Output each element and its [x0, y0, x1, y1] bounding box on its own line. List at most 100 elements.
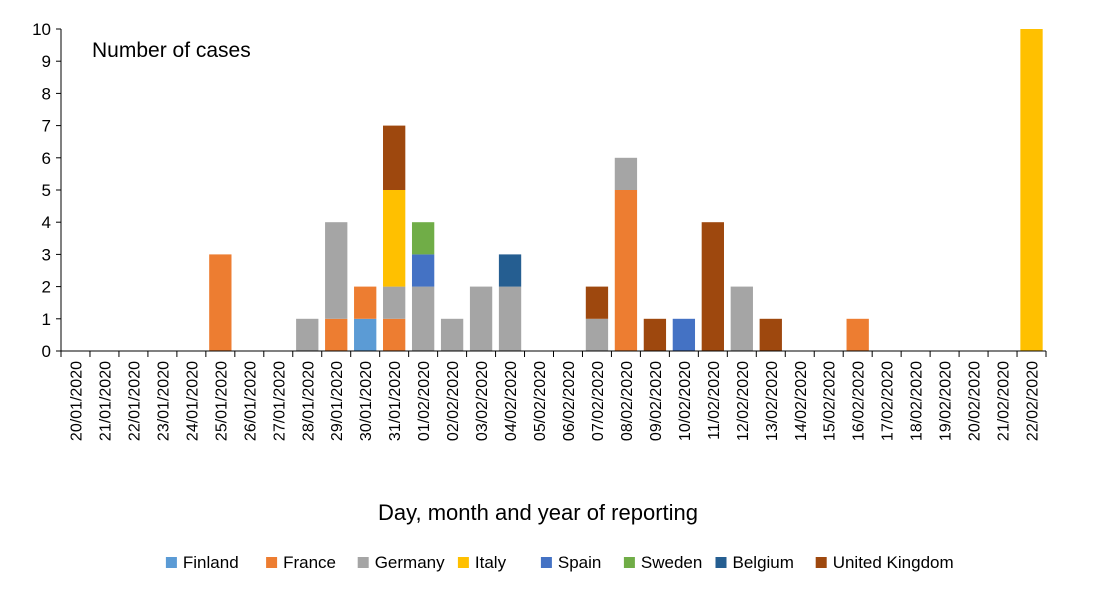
y-tick-label: 3 [42, 245, 51, 264]
legend-item-germany: Germany [357, 553, 445, 572]
y-axis-ticks: 0 1 2 3 4 5 6 7 8 9 10 [32, 20, 61, 361]
y-tick-label: 9 [42, 52, 51, 71]
x-axis-title: Day, month and year of reporting [378, 500, 698, 525]
x-tick-label: 30/01/2020 [358, 361, 375, 441]
x-tick-label: 02/02/2020 [445, 361, 462, 441]
x-tick-label: 05/02/2020 [532, 361, 549, 441]
x-tick-label: 15/02/2020 [822, 361, 839, 441]
x-tick-label: 24/01/2020 [184, 361, 201, 441]
bar-segment-france [209, 254, 232, 351]
bar-segment-germany [585, 318, 609, 351]
legend-label: France [283, 553, 336, 572]
bar-segment-spain [672, 318, 696, 351]
x-tick-label: 01/02/2020 [416, 361, 433, 441]
y-tick-label: 10 [32, 20, 51, 39]
x-tick-label: 20/01/2020 [68, 361, 85, 441]
bar-segment-united-kingdom [759, 318, 782, 351]
bar-segment-italy [383, 190, 406, 287]
x-tick-label: 14/02/2020 [793, 361, 810, 441]
bar-segment-germany [296, 318, 319, 351]
bar-segment-united-kingdom [383, 125, 406, 190]
legend-label: United Kingdom [833, 553, 954, 572]
bar-segment-germany [411, 286, 435, 351]
x-tick-label: 17/02/2020 [880, 361, 897, 441]
bar-segment-spain [411, 254, 435, 287]
legend-item-france: France [266, 553, 336, 572]
x-tick-label: 22/01/2020 [126, 361, 143, 441]
legend-swatch [357, 557, 369, 568]
legend-label: Italy [475, 553, 507, 572]
y-tick-label: 4 [42, 213, 51, 232]
bar-segment-france [354, 286, 377, 319]
legend-label: Finland [183, 553, 239, 572]
bar-segment-germany [325, 222, 348, 319]
bars [209, 29, 1043, 351]
legend-swatch [715, 557, 727, 568]
x-tick-label: 21/02/2020 [996, 361, 1013, 441]
bar-segment-germany [498, 286, 522, 351]
x-axis-ticks: 20/01/2020 21/01/2020 22/01/2020 23/01/2020… [60, 351, 1047, 441]
x-tick-label: 16/02/2020 [851, 361, 868, 441]
legend-label: Belgium [733, 553, 794, 572]
bar-segment-sweden [411, 222, 435, 255]
bar-segment-united-kingdom [643, 318, 667, 351]
legend-item-spain: Spain [540, 553, 601, 572]
x-tick-label: 10/02/2020 [677, 361, 694, 441]
x-tick-label: 13/02/2020 [764, 361, 781, 441]
x-tick-label: 22/02/2020 [1025, 361, 1042, 441]
x-tick-label: 31/01/2020 [387, 361, 404, 441]
legend: Finland France Germany Italy Spain Sweden Belg… [165, 553, 954, 572]
bar-segment-united-kingdom [701, 222, 724, 351]
x-tick-label: 09/02/2020 [648, 361, 665, 441]
legend-swatch [623, 557, 635, 568]
x-tick-label: 19/02/2020 [938, 361, 955, 441]
bar-segment-france [614, 190, 638, 351]
x-tick-label: 27/01/2020 [271, 361, 288, 441]
y-tick-label: 8 [42, 84, 51, 103]
y-tick-label: 6 [42, 149, 51, 168]
x-tick-label: 07/02/2020 [590, 361, 607, 441]
legend-swatch [165, 557, 177, 568]
legend-label: Germany [375, 553, 445, 572]
x-tick-label: 25/01/2020 [213, 361, 230, 441]
legend-label: Spain [558, 553, 601, 572]
x-tick-label: 03/02/2020 [474, 361, 491, 441]
x-tick-label: 26/01/2020 [242, 361, 259, 441]
axes [60, 29, 1046, 352]
x-tick-label: 12/02/2020 [735, 361, 752, 441]
bar-segment-italy [1020, 29, 1043, 351]
legend-item-sweden: Sweden [623, 553, 702, 572]
legend-swatch [540, 557, 552, 568]
legend-item-finland: Finland [165, 553, 239, 572]
x-tick-label: 11/02/2020 [706, 361, 723, 440]
bar-segment-france [383, 318, 406, 351]
x-tick-label: 06/02/2020 [561, 361, 578, 441]
legend-swatch [815, 557, 827, 568]
bar-segment-germany [383, 286, 406, 319]
legend-item-united-kingdom: United Kingdom [815, 553, 954, 572]
x-tick-label: 23/01/2020 [155, 361, 172, 441]
bar-segment-finland [354, 318, 377, 351]
legend-item-belgium: Belgium [715, 553, 794, 572]
bar-segment-france [325, 318, 348, 351]
legend-item-italy: Italy [457, 553, 507, 572]
x-tick-label: 29/01/2020 [329, 361, 346, 441]
y-tick-label: 5 [42, 181, 51, 200]
x-tick-label: 21/01/2020 [97, 361, 114, 441]
y-tick-label: 1 [42, 310, 51, 329]
x-tick-label: 28/01/2020 [300, 361, 317, 441]
x-tick-label: 20/02/2020 [967, 361, 984, 441]
x-tick-label: 04/02/2020 [503, 361, 520, 441]
y-tick-label: 0 [42, 342, 51, 361]
x-tick-label: 08/02/2020 [619, 361, 636, 441]
bar-segment-germany [730, 286, 753, 351]
legend-label: Sweden [641, 553, 702, 572]
bar-segment-germany [469, 286, 493, 351]
bar-segment-germany [440, 318, 464, 351]
bar-segment-germany [614, 157, 638, 190]
y-tick-label: 2 [42, 278, 51, 297]
legend-swatch [457, 557, 469, 568]
x-tick-label: 18/02/2020 [909, 361, 926, 441]
chart-title: Number of cases [92, 39, 251, 62]
